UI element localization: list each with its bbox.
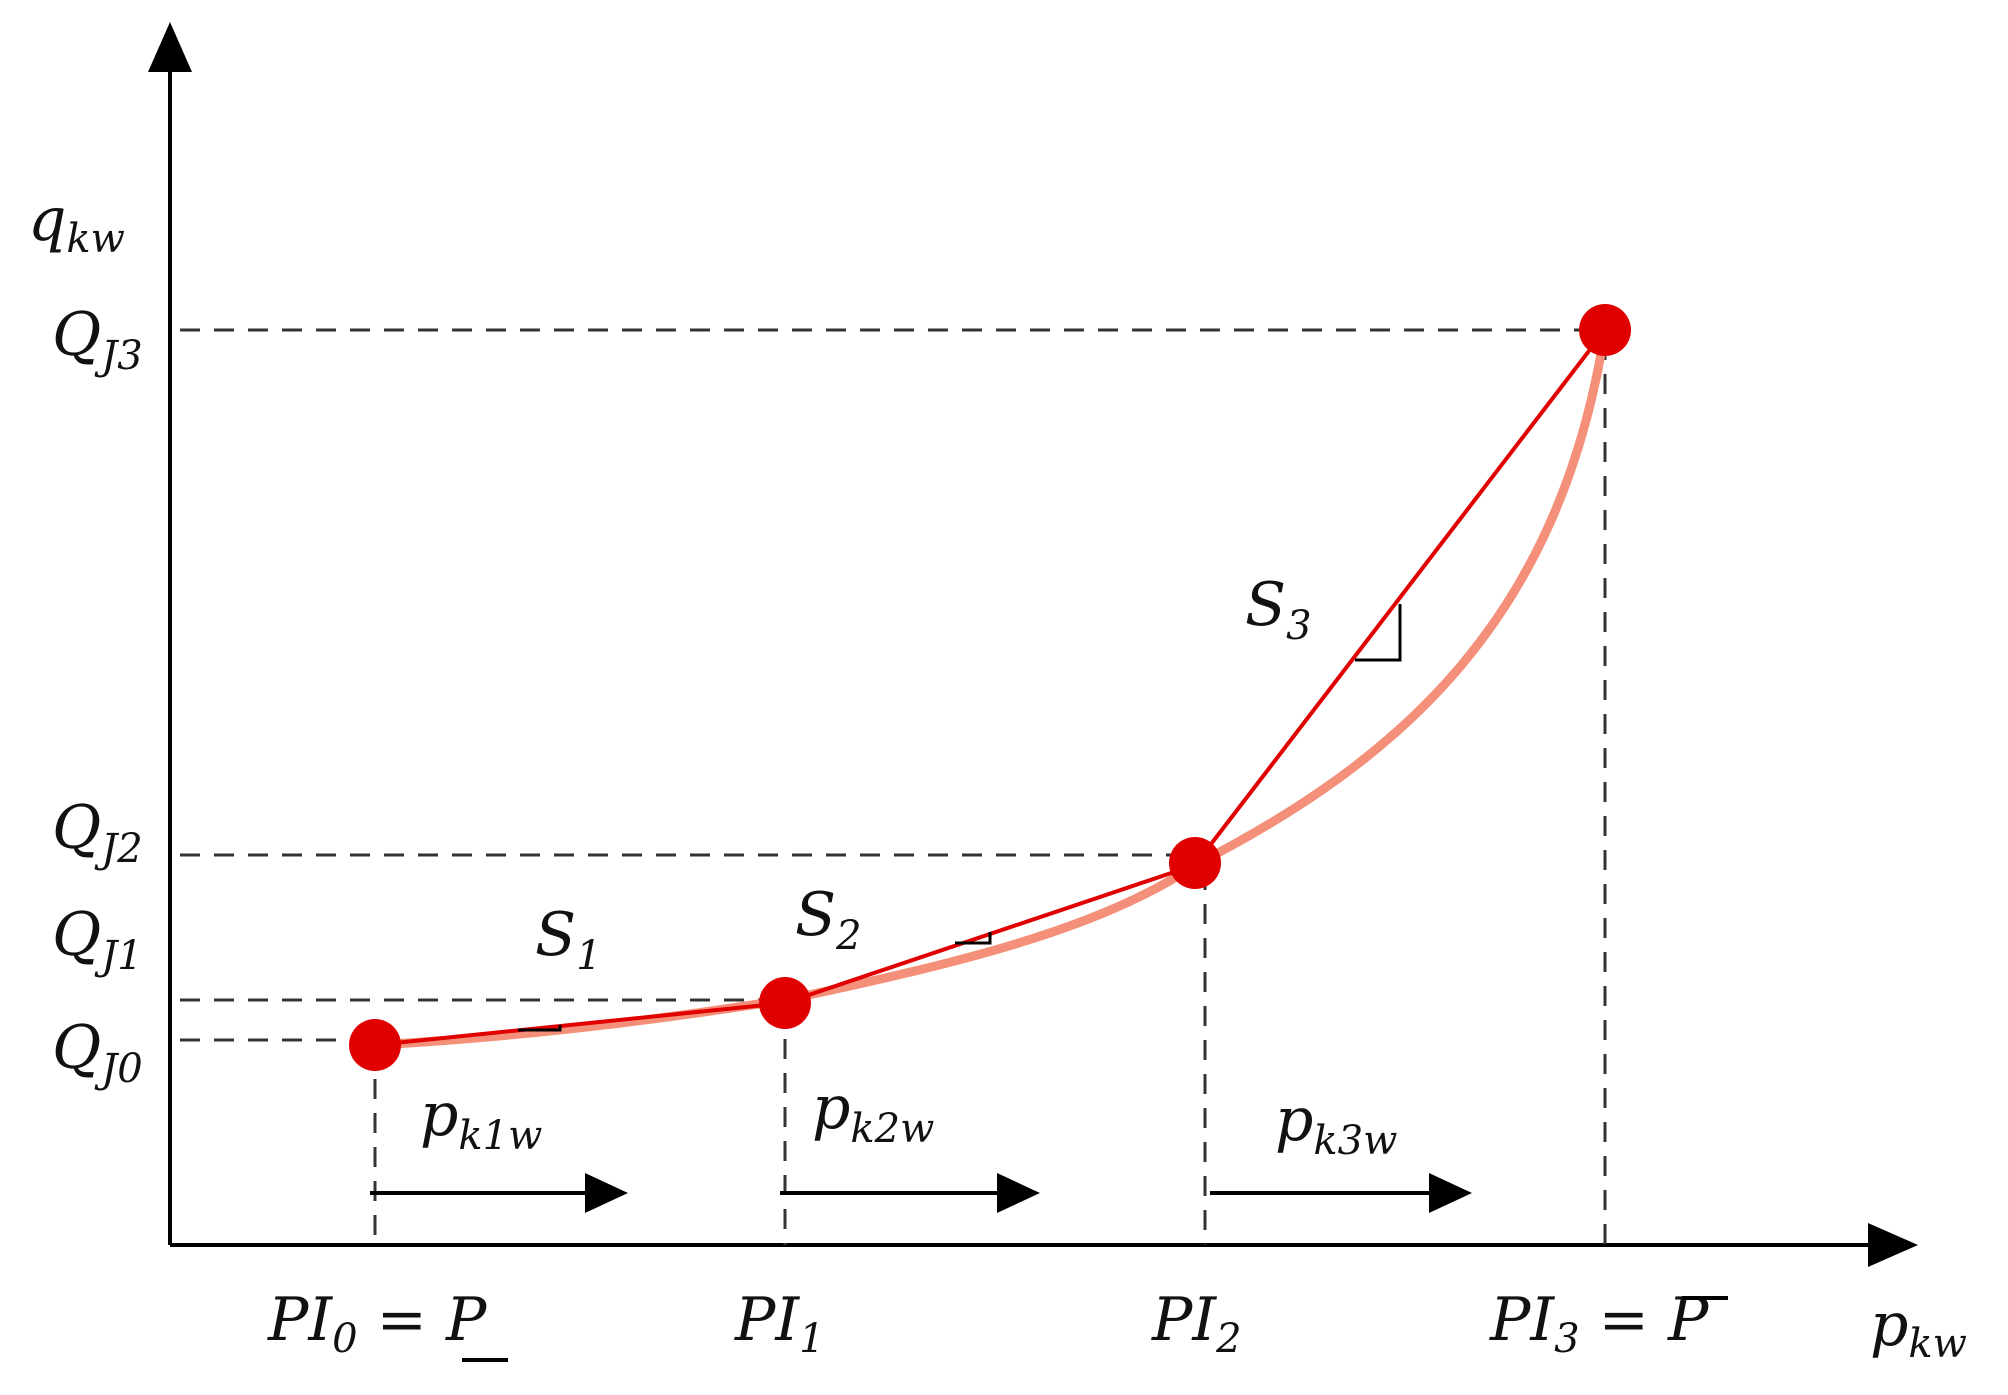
slope-triangle-2	[955, 932, 992, 945]
point-2	[1169, 837, 1221, 889]
slope-triangle-3	[1355, 604, 1402, 662]
point-3	[1579, 304, 1631, 356]
y-tick-qj1: QJ1	[52, 900, 143, 979]
slope-label-s1: S1	[535, 900, 602, 979]
y-tick-qj3: QJ3	[52, 300, 143, 379]
linear-segment-3	[1193, 328, 1607, 867]
segment-arrow-3-head-icon	[1429, 1173, 1472, 1213]
slope-label-s3: S3	[1245, 570, 1312, 649]
y-tick-qj0: QJ0	[52, 1013, 143, 1092]
slope-triangle-1	[518, 1025, 562, 1032]
cost-curve	[370, 325, 1610, 1050]
x-tick-pi0: PI0 = P	[267, 1285, 488, 1362]
segment-arrow-1-head-icon	[585, 1173, 628, 1213]
x-axis-label: pkw	[1870, 1290, 1967, 1367]
x-tick-pi1: PI1	[734, 1285, 825, 1362]
y-tick-qj2: QJ2	[52, 793, 143, 872]
x-tick-pi3: PI3 = P	[1489, 1285, 1710, 1362]
x-tick-pi2: PI2	[1151, 1285, 1242, 1362]
slope-label-s2: S2	[795, 880, 862, 959]
x-axis-arrow-icon	[1868, 1223, 1918, 1267]
linear-segment-1	[374, 1001, 786, 1047]
y-axis-label: qkw	[28, 185, 125, 262]
point-0	[349, 1019, 401, 1071]
segment-label-pk2w: pk2w	[812, 1073, 934, 1152]
segment-arrow-2-head-icon	[997, 1173, 1040, 1213]
y-axis-arrow-icon	[148, 22, 192, 72]
segment-label-pk3w: pk3w	[1275, 1085, 1397, 1164]
segment-label-pk1w: pk1w	[420, 1080, 542, 1159]
point-1	[759, 977, 811, 1029]
